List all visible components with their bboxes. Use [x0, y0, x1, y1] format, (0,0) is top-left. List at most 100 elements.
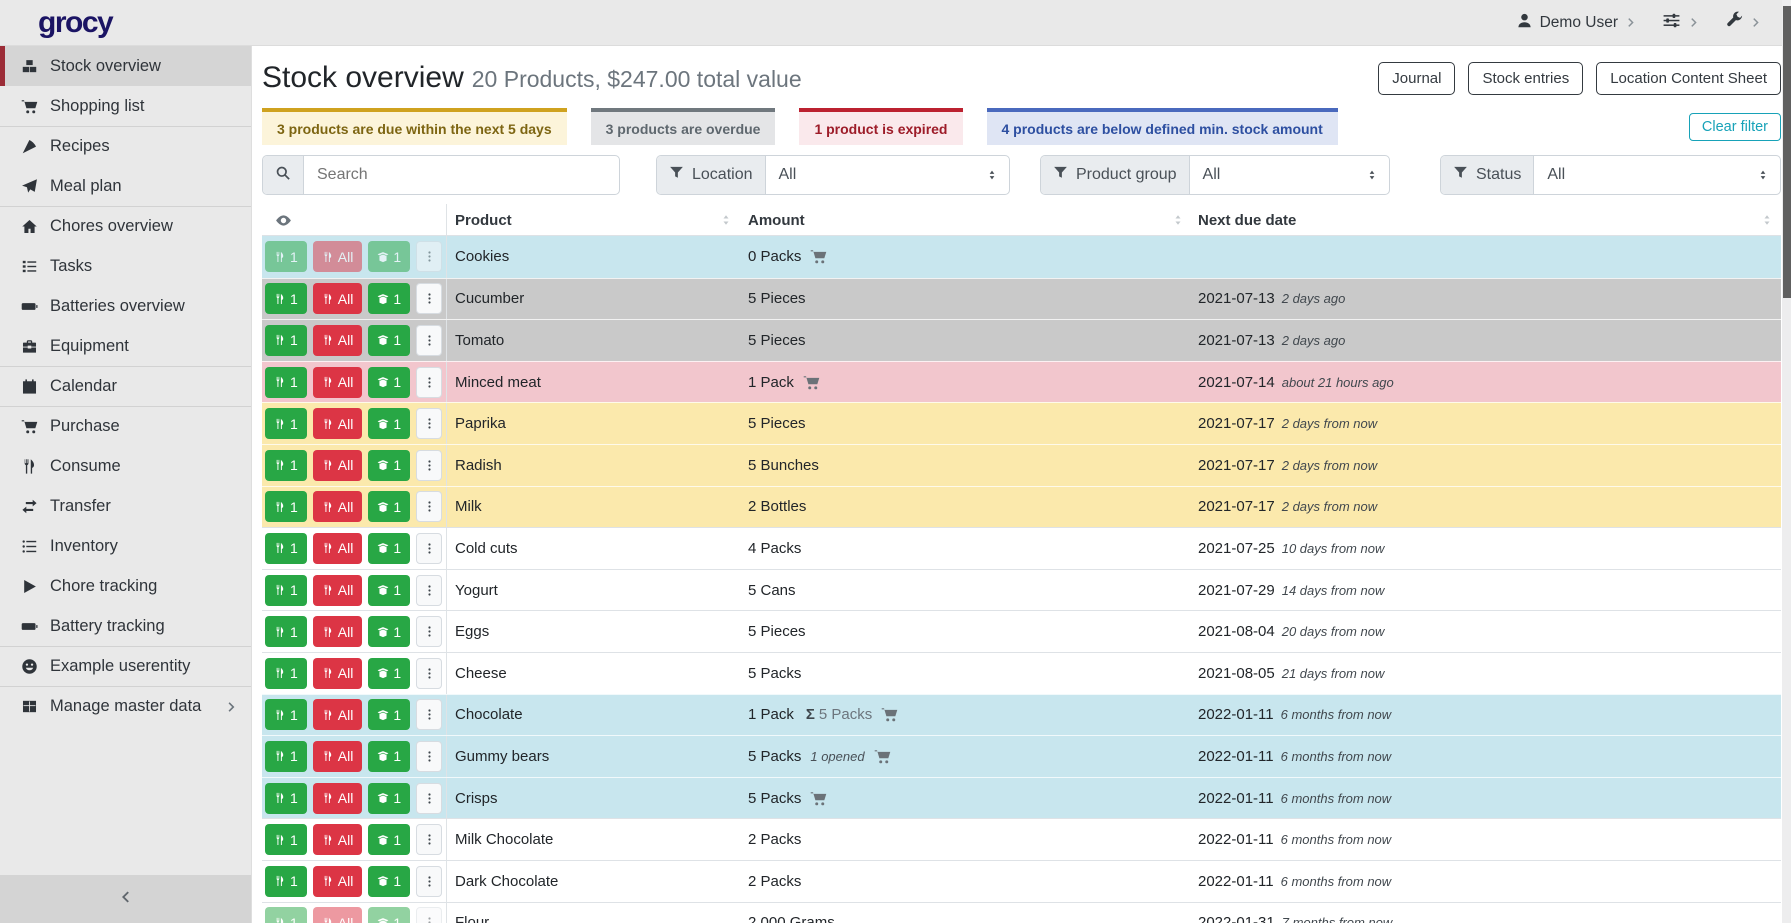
consume-one-button[interactable]: 1: [265, 366, 307, 398]
consume-all-button[interactable]: All: [312, 241, 363, 273]
consume-one-button[interactable]: 1: [265, 408, 307, 440]
sidebar-item-example-userentity[interactable]: Example userentity: [0, 646, 251, 686]
admin-menu[interactable]: [1725, 11, 1761, 34]
consume-one-button[interactable]: 1: [265, 699, 307, 731]
sidebar-item-manage-master-data[interactable]: Manage master data: [0, 686, 251, 726]
row-menu-button[interactable]: [416, 740, 443, 772]
sidebar-item-meal-plan[interactable]: Meal plan: [0, 166, 251, 206]
open-one-button[interactable]: 1: [368, 907, 411, 923]
row-menu-button[interactable]: [416, 824, 443, 856]
sidebar-item-transfer[interactable]: Transfer: [0, 486, 251, 526]
consume-one-button[interactable]: 1: [265, 324, 307, 356]
filter-select-product-group[interactable]: All: [1190, 156, 1389, 194]
clear-filter-button[interactable]: Clear filter: [1688, 112, 1781, 141]
open-one-button[interactable]: 1: [368, 408, 411, 440]
open-one-button[interactable]: 1: [368, 699, 411, 731]
consume-all-button[interactable]: All: [312, 574, 363, 606]
consume-one-button[interactable]: 1: [265, 740, 307, 772]
open-one-button[interactable]: 1: [368, 865, 411, 897]
open-one-button[interactable]: 1: [368, 574, 411, 606]
consume-all-button[interactable]: All: [312, 324, 363, 356]
open-one-button[interactable]: 1: [368, 324, 411, 356]
row-menu-button[interactable]: [416, 324, 443, 356]
open-one-button[interactable]: 1: [368, 616, 411, 648]
stock-entries-button[interactable]: Stock entries: [1468, 61, 1584, 95]
row-menu-button[interactable]: [416, 574, 443, 606]
sidebar-item-calendar[interactable]: Calendar: [0, 366, 251, 406]
row-menu-button[interactable]: [416, 366, 443, 398]
consume-all-button[interactable]: All: [312, 740, 363, 772]
consume-one-button[interactable]: 1: [265, 865, 307, 897]
consume-all-button[interactable]: All: [312, 782, 363, 814]
consume-one-button[interactable]: 1: [265, 241, 307, 273]
filter-select-status[interactable]: All: [1534, 156, 1780, 194]
row-menu-button[interactable]: [416, 907, 443, 923]
sidebar-item-purchase[interactable]: Purchase: [0, 406, 251, 446]
filter-select-location[interactable]: All: [766, 156, 1010, 194]
consume-all-button[interactable]: All: [312, 408, 363, 440]
row-menu-button[interactable]: [416, 782, 443, 814]
consume-all-button[interactable]: All: [312, 616, 363, 648]
sidebar-item-batteries-overview[interactable]: Batteries overview: [0, 286, 251, 326]
row-menu-button[interactable]: [416, 449, 443, 481]
consume-one-button[interactable]: 1: [265, 616, 307, 648]
open-one-button[interactable]: 1: [368, 740, 411, 772]
consume-all-button[interactable]: All: [312, 491, 363, 523]
row-menu-button[interactable]: [416, 616, 443, 648]
row-menu-button[interactable]: [416, 532, 443, 564]
search-input[interactable]: [304, 156, 619, 194]
column-header-product[interactable]: Product: [447, 204, 740, 236]
sidebar-item-battery-tracking[interactable]: Battery tracking: [0, 606, 251, 646]
consume-all-button[interactable]: All: [312, 449, 363, 481]
consume-one-button[interactable]: 1: [265, 283, 307, 315]
consume-all-button[interactable]: All: [312, 907, 363, 923]
consume-one-button[interactable]: 1: [265, 574, 307, 606]
location-content-sheet-button[interactable]: Location Content Sheet: [1596, 61, 1781, 95]
consume-all-button[interactable]: All: [312, 865, 363, 897]
consume-one-button[interactable]: 1: [265, 907, 307, 923]
open-one-button[interactable]: 1: [368, 782, 411, 814]
column-header-amount[interactable]: Amount: [740, 204, 1192, 236]
sidebar-item-tasks[interactable]: Tasks: [0, 246, 251, 286]
consume-one-button[interactable]: 1: [265, 449, 307, 481]
scrollbar-thumb[interactable]: [1782, 6, 1791, 298]
row-menu-button[interactable]: [416, 408, 443, 440]
consume-one-button[interactable]: 1: [265, 782, 307, 814]
open-one-button[interactable]: 1: [368, 366, 411, 398]
user-menu[interactable]: Demo User: [1516, 12, 1636, 34]
open-one-button[interactable]: 1: [368, 824, 411, 856]
consume-one-button[interactable]: 1: [265, 657, 307, 689]
row-menu-button[interactable]: [416, 491, 443, 523]
grocy-logo[interactable]: grocy: [38, 5, 114, 39]
consume-all-button[interactable]: All: [312, 366, 363, 398]
consume-all-button[interactable]: All: [312, 283, 363, 315]
open-one-button[interactable]: 1: [368, 657, 411, 689]
sidebar-item-consume[interactable]: Consume: [0, 446, 251, 486]
consume-one-button[interactable]: 1: [265, 532, 307, 564]
consume-all-button[interactable]: All: [312, 699, 363, 731]
row-menu-button[interactable]: [416, 241, 443, 273]
sidebar-item-equipment[interactable]: Equipment: [0, 326, 251, 366]
consume-all-button[interactable]: All: [312, 532, 363, 564]
column-header-next-due-date[interactable]: Next due date: [1192, 204, 1781, 236]
settings-menu[interactable]: [1662, 11, 1699, 35]
journal-button[interactable]: Journal: [1378, 61, 1456, 95]
sidebar-item-recipes[interactable]: Recipes: [0, 126, 251, 166]
open-one-button[interactable]: 1: [368, 532, 411, 564]
sidebar-item-shopping-list[interactable]: Shopping list: [0, 86, 251, 126]
sidebar-collapse-button[interactable]: [0, 875, 251, 923]
open-one-button[interactable]: 1: [368, 449, 411, 481]
open-one-button[interactable]: 1: [368, 241, 411, 273]
row-menu-button[interactable]: [416, 699, 443, 731]
sidebar-item-stock-overview[interactable]: Stock overview: [0, 46, 251, 86]
sidebar-item-inventory[interactable]: Inventory: [0, 526, 251, 566]
consume-all-button[interactable]: All: [312, 657, 363, 689]
sidebar-item-chores-overview[interactable]: Chores overview: [0, 206, 251, 246]
open-one-button[interactable]: 1: [368, 491, 411, 523]
consume-one-button[interactable]: 1: [265, 824, 307, 856]
row-menu-button[interactable]: [416, 657, 443, 689]
row-menu-button[interactable]: [416, 865, 443, 897]
sidebar-item-chore-tracking[interactable]: Chore tracking: [0, 566, 251, 606]
open-one-button[interactable]: 1: [368, 283, 411, 315]
consume-one-button[interactable]: 1: [265, 491, 307, 523]
